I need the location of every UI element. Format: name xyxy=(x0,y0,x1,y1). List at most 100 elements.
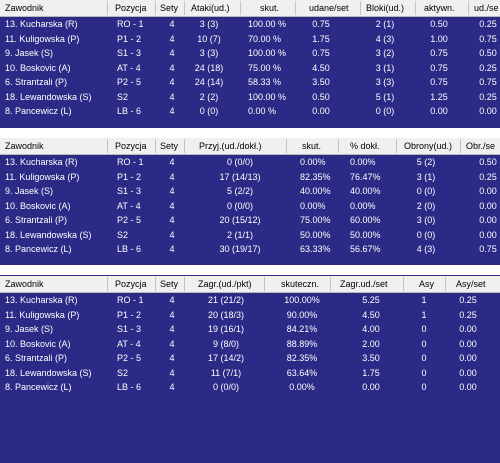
cell-position: S1 - 3 xyxy=(117,324,142,334)
cell-blocks: 2 (1) xyxy=(375,19,395,29)
cell-receptions: 20 (15/12) xyxy=(219,215,261,225)
cell-serves-per-set: 5.25 xyxy=(362,295,380,305)
cell-serve-eff: 84.21% xyxy=(286,324,318,334)
col-header-serves[interactable]: Zagr.(ud./pkt) xyxy=(198,279,252,289)
cell-position: S2 xyxy=(117,91,129,102)
cell-player: 9. Jasek (S) xyxy=(5,324,54,334)
table-row[interactable]: 18. Lewandowska (S) S2 4 11 (7/1) 63.64% 1.75… xyxy=(0,366,500,381)
cell-serves: 21 (21/2) xyxy=(207,295,245,305)
cell-receptions: 17 (14/13) xyxy=(219,171,261,182)
table-row[interactable]: 10. Boskovic (A) AT - 4 4 9 (8/0) 88.89% 2.00… xyxy=(0,337,500,352)
col-header-player[interactable]: Zawodnik xyxy=(5,141,44,151)
table-row[interactable]: 6. Strantzali (P) P2 - 5 4 20 (15/12) 75.00%… xyxy=(0,213,500,228)
col-header-position[interactable]: Pozycja xyxy=(115,141,147,151)
col-header-player[interactable]: Zawodnik xyxy=(5,279,44,289)
table-row[interactable]: 8. Pancewicz (L) LB - 6 4 30 (19/17) 63.33% 5… xyxy=(0,242,500,257)
table-row[interactable]: 9. Jasek (S) S1 - 3 4 3 (3) 100.00 % 0.75 3 (2… xyxy=(0,46,500,61)
cell-activity: 1.00 xyxy=(430,33,448,44)
table-row[interactable]: 6. Strantzali (P) P2 - 5 4 24 (14) 58.33 % 3.… xyxy=(0,75,500,90)
col-header-sets[interactable]: Sety xyxy=(160,141,179,151)
col-header-defenses[interactable]: Obrony(ud.) xyxy=(404,141,453,151)
col-header-sets[interactable]: Sety xyxy=(160,279,179,289)
cell-player: 11. Kuligowska (P) xyxy=(5,33,80,44)
col-header-aces-per-set[interactable]: Asy/set xyxy=(456,279,486,289)
cell-position: S1 - 3 xyxy=(117,186,142,196)
section-divider xyxy=(0,265,500,275)
cell-activity: 0.75 xyxy=(430,77,448,87)
cell-blocks-per-set: 0.75 xyxy=(479,33,497,44)
cell-accuracy: 0.00% xyxy=(350,200,376,211)
col-header-sets[interactable]: Sety xyxy=(160,3,179,13)
serve-stats-table: Zawodnik Pozycja Sety Zagr.(ud./pkt) sku… xyxy=(0,276,500,463)
col-header-reception-eff[interactable]: skut. xyxy=(302,141,322,151)
cell-player: 6. Strantzali (P) xyxy=(5,77,68,87)
cell-blocks: 3 (1) xyxy=(375,62,395,73)
cell-player: 18. Lewandowska (S) xyxy=(5,229,92,240)
cell-defenses: 3 (0) xyxy=(416,215,436,225)
cell-defenses-per-set: 0.00 xyxy=(479,229,497,240)
table-row[interactable]: 10. Boskovic (A) AT - 4 4 24 (18) 75.00 % 4.5… xyxy=(0,61,500,76)
cell-serves-per-set: 2.00 xyxy=(362,338,380,349)
cell-serves-per-set: 1.75 xyxy=(362,367,380,378)
cell-success-per-set: 0.50 xyxy=(312,91,330,102)
cell-attacks: 0 (0) xyxy=(199,106,219,116)
table-row[interactable]: 9. Jasek (S) S1 - 3 4 5 (2/2) 40.00% 40.00% 0 … xyxy=(0,184,500,199)
table-row[interactable]: 8. Pancewicz (L) LB - 6 4 0 (0/0) 0.00% 0.00 0… xyxy=(0,380,500,395)
cell-aces-per-set: 0.25 xyxy=(459,309,477,320)
cell-receptions: 0 (0/0) xyxy=(226,157,254,167)
col-header-accuracy[interactable]: % dokł. xyxy=(350,141,380,151)
col-header-blocks-per-set[interactable]: ud./se xyxy=(474,3,499,13)
col-header-attack-eff[interactable]: skut. xyxy=(260,3,280,13)
col-header-position[interactable]: Pozycja xyxy=(115,3,147,13)
cell-position: AT - 4 xyxy=(117,338,141,349)
table-header: Zawodnik Pozycja Sety Zagr.(ud./pkt) sku… xyxy=(0,276,500,293)
col-header-defenses-per-set[interactable]: Obr./se xyxy=(466,141,496,151)
col-header-receptions[interactable]: Przyj.(ud./dokł.) xyxy=(199,141,262,151)
col-header-serve-eff[interactable]: skuteczn. xyxy=(281,279,320,289)
col-header-success-per-set[interactable]: udane/set xyxy=(309,3,349,13)
col-header-attacks[interactable]: Ataki(ud.) xyxy=(191,3,230,13)
cell-attacks: 24 (14) xyxy=(194,77,224,87)
cell-serves: 0 (0/0) xyxy=(212,382,240,392)
cell-serves: 11 (7/1) xyxy=(210,367,242,378)
cell-activity: 0.75 xyxy=(430,62,448,73)
cell-blocks-per-set: 0.25 xyxy=(479,19,497,29)
table-header: Zawodnik Pozycja Sety Ataki(ud.) skut. u… xyxy=(0,0,500,17)
table-row[interactable]: 6. Strantzali (P) P2 - 5 4 17 (14/2) 82.35% 3… xyxy=(0,351,500,366)
col-header-position[interactable]: Pozycja xyxy=(115,279,147,289)
table-row[interactable]: 11. Kuligowska (P) P1 - 2 4 10 (7) 70.00 % 1.… xyxy=(0,32,500,47)
cell-position: RO - 1 xyxy=(117,157,144,167)
table-row[interactable]: 9. Jasek (S) S1 - 3 4 19 (16/1) 84.21% 4.00 0 0… xyxy=(0,322,500,337)
cell-defenses-per-set: 0.00 xyxy=(479,200,497,211)
col-header-player[interactable]: Zawodnik xyxy=(5,3,44,13)
cell-aces: 0 xyxy=(421,353,427,363)
cell-accuracy: 76.47% xyxy=(350,171,381,182)
cell-serves: 9 (8/0) xyxy=(212,338,240,349)
cell-position: LB - 6 xyxy=(117,244,142,254)
cell-sets: 4 xyxy=(169,353,175,363)
cell-player: 10. Boskovic (A) xyxy=(5,62,71,73)
cell-player: 18. Lewandowska (S) xyxy=(5,91,92,102)
table-row[interactable]: 18. Lewandowska (S) S2 4 2 (1/1) 50.00% 50.00… xyxy=(0,228,500,243)
table-row[interactable]: 18. Lewandowska (S) S2 4 2 (2) 100.00 % 0.50 5… xyxy=(0,90,500,105)
cell-sets: 4 xyxy=(169,77,175,87)
table-row[interactable]: 11. Kuligowska (P) P1 - 2 4 17 (14/13) 82.35… xyxy=(0,170,500,185)
cell-attacks: 2 (2) xyxy=(199,91,219,102)
cell-attack-eff: 0.00 % xyxy=(248,106,277,116)
col-header-serves-per-set[interactable]: Zagr.ud./set xyxy=(340,279,388,289)
cell-attack-eff: 100.00 % xyxy=(248,91,287,102)
table-row[interactable]: 13. Kucharska (R) RO - 1 4 0 (0/0) 0.00% 0.00… xyxy=(0,155,500,170)
cell-attack-eff: 58.33 % xyxy=(248,77,282,87)
col-header-aces[interactable]: Asy xyxy=(419,279,435,289)
cell-reception-eff: 0.00% xyxy=(300,200,326,211)
col-header-blocks[interactable]: Bloki(ud.) xyxy=(366,3,405,13)
table-row[interactable]: 13. Kucharska (R) RO - 1 4 21 (21/2) 100.00%… xyxy=(0,293,500,308)
col-header-activity[interactable]: aktywn. xyxy=(424,3,455,13)
cell-aces: 1 xyxy=(421,309,427,320)
table-row[interactable]: 8. Pancewicz (L) LB - 6 4 0 (0) 0.00 % 0.00 0 … xyxy=(0,104,500,119)
table-row[interactable]: 10. Boskovic (A) AT - 4 4 0 (0/0) 0.00% 0.00%… xyxy=(0,199,500,214)
table-row[interactable]: 11. Kuligowska (P) P1 - 2 4 20 (18/3) 90.00%… xyxy=(0,308,500,323)
cell-attacks: 3 (3) xyxy=(199,19,219,29)
table-row[interactable]: 13. Kucharska (R) RO - 1 4 3 (3) 100.00 % 0.7… xyxy=(0,17,500,32)
cell-reception-eff: 0.00% xyxy=(300,157,326,167)
